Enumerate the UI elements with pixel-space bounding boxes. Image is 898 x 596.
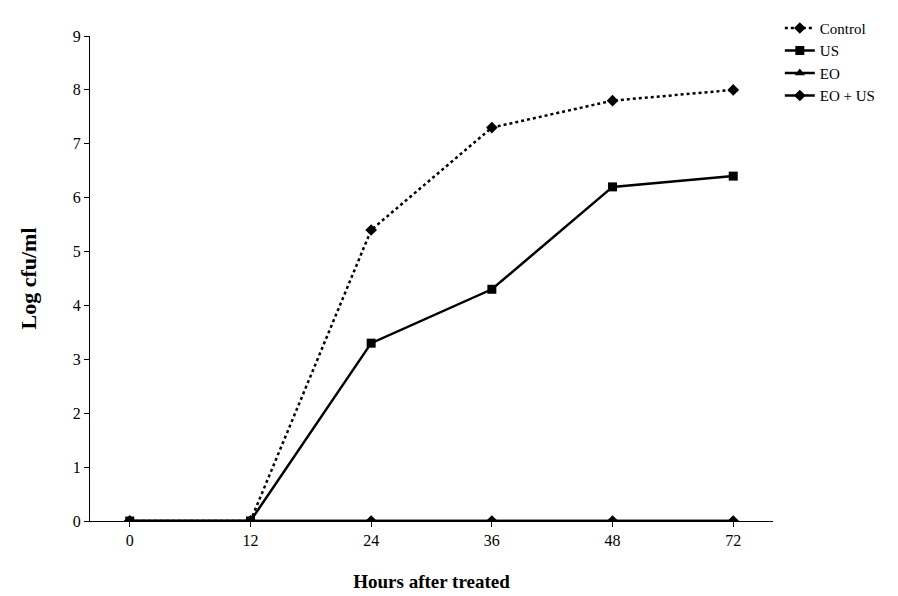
svg-text:Log cfu/ml: Log cfu/ml: [16, 227, 41, 329]
svg-text:4: 4: [73, 297, 81, 314]
svg-text:Hours after treated: Hours after treated: [353, 571, 510, 592]
svg-text:3: 3: [73, 351, 81, 368]
svg-text:1: 1: [73, 459, 81, 476]
svg-text:12: 12: [242, 532, 258, 549]
svg-text:EO + US: EO + US: [820, 88, 875, 104]
svg-text:EO: EO: [820, 66, 840, 82]
svg-text:36: 36: [484, 532, 500, 549]
svg-text:6: 6: [73, 189, 81, 206]
svg-text:48: 48: [605, 532, 621, 549]
svg-text:0: 0: [73, 513, 81, 530]
svg-text:5: 5: [73, 243, 81, 260]
svg-text:9: 9: [73, 28, 81, 45]
svg-text:Control: Control: [820, 21, 866, 37]
svg-text:72: 72: [725, 532, 741, 549]
svg-text:8: 8: [73, 81, 81, 98]
svg-text:24: 24: [363, 532, 379, 549]
svg-text:7: 7: [73, 135, 81, 152]
svg-text:0: 0: [126, 532, 134, 549]
svg-text:2: 2: [73, 405, 81, 422]
svg-text:US: US: [820, 43, 839, 59]
